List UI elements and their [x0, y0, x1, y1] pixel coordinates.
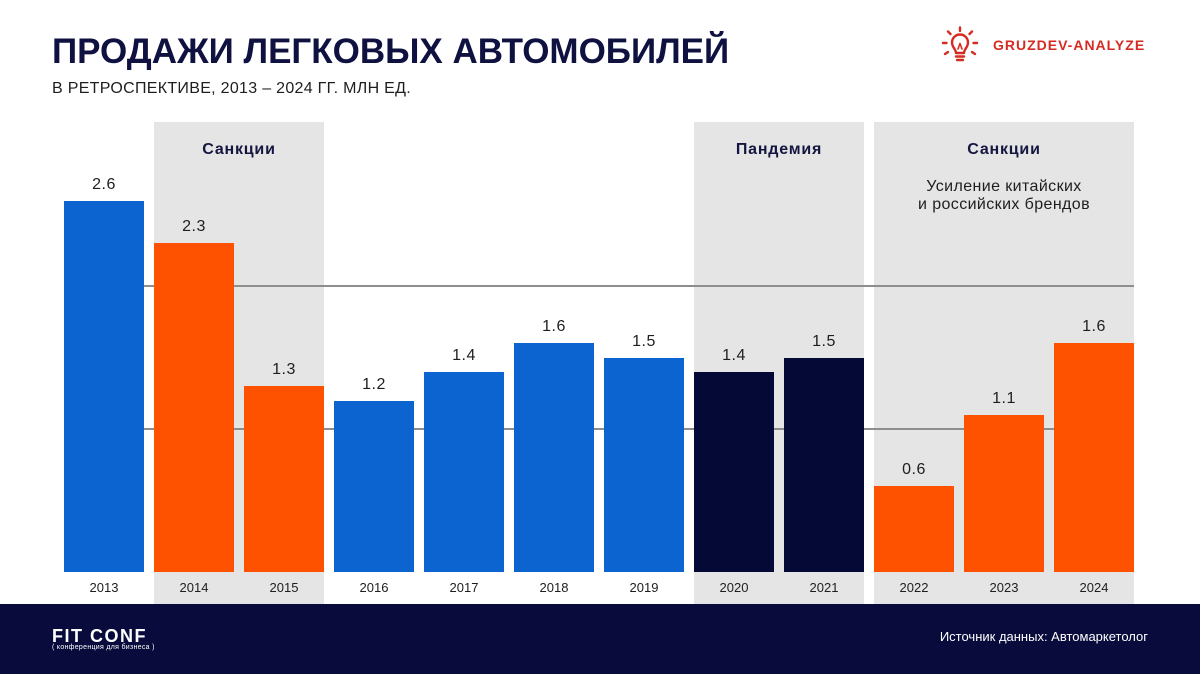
- value-label-2013: 2.6: [92, 175, 116, 193]
- year-label-2017: 2017: [449, 580, 479, 595]
- year-label-2022: 2022: [899, 580, 929, 595]
- period-label: Санкции: [202, 141, 276, 158]
- page-title: ПРОДАЖИ ЛЕГКОВЫХ АВТОМОБИЛЕЙ: [52, 32, 730, 71]
- value-label-2021: 1.5: [812, 332, 836, 350]
- bar-2021: [784, 357, 864, 572]
- year-label-2020: 2020: [719, 580, 749, 595]
- year-label-2016: 2016: [359, 580, 389, 595]
- brand-logo-text: GRUZDEV-ANALYZE: [993, 37, 1146, 53]
- footer: FIT CONF ( конференция для бизнеса ) Ист…: [0, 604, 1200, 674]
- value-label-2016: 1.2: [362, 375, 386, 393]
- page-subtitle: В РЕТРОСПЕКТИВЕ, 2013 – 2024 ГГ. МЛН ЕД.: [52, 80, 412, 97]
- value-label-2024: 1.6: [1082, 318, 1106, 336]
- year-label-2024: 2024: [1079, 580, 1109, 595]
- bar-2013: [64, 200, 144, 572]
- bar-2022: [874, 486, 954, 572]
- year-label-2023: 2023: [989, 580, 1019, 595]
- bar-2018: [514, 343, 594, 572]
- year-label-2018: 2018: [539, 580, 569, 595]
- bar-2020: [694, 372, 774, 572]
- gridline: [64, 285, 1134, 288]
- bar-2015: [244, 386, 324, 572]
- year-label-2014: 2014: [179, 580, 209, 595]
- year-label-2015: 2015: [269, 580, 299, 595]
- gridline: [64, 428, 1134, 431]
- value-label-2020: 1.4: [722, 347, 746, 364]
- value-label-2018: 1.6: [542, 318, 566, 336]
- period-note-line: Усиление китайских: [926, 178, 1082, 195]
- value-label-2019: 1.5: [632, 332, 656, 350]
- value-label-2014: 2.3: [182, 218, 206, 236]
- bar-2014: [154, 243, 234, 572]
- period-note-line: и российских брендов: [918, 196, 1090, 213]
- fit-conf-wordmark: FIT CONF: [52, 626, 147, 646]
- bar-2019: [604, 357, 684, 572]
- period-label: Пандемия: [735, 141, 823, 158]
- value-label-2015: 1.3: [272, 361, 296, 379]
- bar-2024: [1054, 343, 1134, 572]
- period-label: Санкции: [967, 141, 1041, 158]
- data-source: Источник данных: Автомаркетолог: [939, 629, 1148, 644]
- year-label-2021: 2021: [809, 580, 839, 595]
- value-label-2017: 1.4: [452, 347, 476, 364]
- year-label-2019: 2019: [629, 580, 659, 595]
- period-note: Усиление китайских и российских брендов: [874, 178, 1134, 214]
- car-sales-bar-chart: Санкции Пандемия Санкции Усиление китайских…: [64, 122, 1134, 604]
- bar-2016: [334, 400, 414, 572]
- bar-2017: [424, 372, 504, 572]
- bar-2023: [964, 414, 1044, 572]
- value-label-2022: 0.6: [902, 461, 926, 479]
- year-label-2013: 2013: [89, 580, 119, 595]
- lightbulb-icon: [941, 26, 979, 64]
- fit-conf-tagline: ( конференция для бизнеса ): [52, 644, 155, 651]
- value-label-2023: 1.1: [992, 389, 1016, 407]
